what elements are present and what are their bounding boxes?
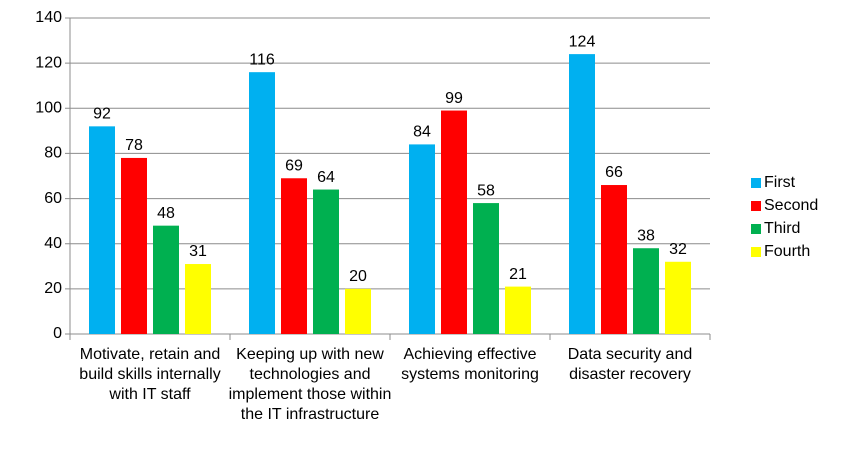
bar (185, 264, 211, 334)
bar (473, 203, 499, 334)
y-tick-label: 140 (35, 9, 62, 26)
legend-label: Fourth (764, 243, 810, 260)
legend-label: Third (764, 220, 800, 237)
x-tick-label: Data security and disaster recovery (567, 346, 693, 383)
data-label: 58 (477, 182, 495, 199)
y-tick-label: 120 (35, 54, 62, 71)
bar (665, 261, 691, 334)
y-tick-label: 20 (44, 280, 62, 297)
y-tick-label: 100 (35, 100, 62, 117)
x-tick-label: Achieving effective systems monitoring (401, 346, 539, 383)
data-label: 32 (669, 241, 687, 258)
legend-swatch (751, 224, 761, 234)
bar (345, 288, 371, 334)
data-label: 99 (445, 90, 463, 107)
legend-swatch (751, 201, 761, 211)
data-label: 48 (157, 205, 175, 222)
bar (409, 144, 435, 334)
data-label: 69 (285, 157, 303, 174)
data-label: 66 (605, 164, 623, 181)
bar (505, 286, 531, 334)
data-label: 31 (189, 243, 207, 260)
bar (633, 248, 659, 334)
legend-label: Second (764, 197, 818, 214)
bar (153, 225, 179, 334)
bar (601, 185, 627, 334)
y-tick-label: 60 (44, 190, 62, 207)
bar (313, 189, 339, 334)
data-label: 124 (569, 33, 596, 50)
bar (281, 178, 307, 334)
data-label: 84 (413, 124, 431, 141)
x-tick-label: Motivate, retain and build skills intern… (79, 346, 221, 403)
data-label: 92 (93, 106, 111, 123)
legend-swatch (751, 178, 761, 188)
data-label: 116 (249, 51, 275, 68)
legend-label: First (764, 174, 796, 191)
bar (249, 72, 275, 335)
bar (121, 157, 147, 334)
y-tick-label: 0 (53, 325, 62, 342)
legend-swatch (751, 247, 761, 257)
data-label: 78 (125, 137, 143, 154)
bar (441, 110, 467, 335)
y-tick-label: 40 (44, 235, 62, 252)
bar (89, 126, 115, 334)
y-tick-label: 80 (44, 145, 62, 162)
x-tick-label: Keeping up with new technologies and imp… (228, 346, 392, 423)
data-label: 20 (349, 268, 367, 285)
data-label: 38 (637, 227, 655, 244)
bar (569, 54, 595, 334)
data-label: 21 (509, 266, 527, 283)
data-label: 64 (317, 169, 335, 186)
